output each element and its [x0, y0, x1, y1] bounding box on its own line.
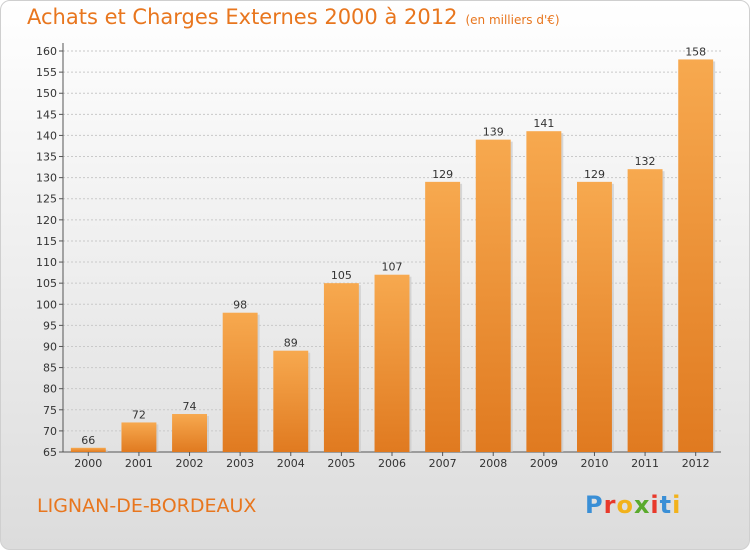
- x-tick-label: 2007: [429, 457, 457, 470]
- bar: [475, 139, 511, 453]
- logo-letter: i: [650, 491, 660, 519]
- logo-letter: x: [633, 491, 651, 519]
- bar: [222, 312, 258, 452]
- y-tick-label: 80: [43, 383, 57, 396]
- data-label: 107: [382, 261, 403, 274]
- data-label: 98: [233, 299, 247, 312]
- data-label: 141: [533, 117, 554, 130]
- x-tick-label: 2002: [176, 457, 204, 470]
- y-tick-label: 90: [43, 340, 57, 353]
- y-tick-label: 70: [43, 425, 57, 438]
- data-label: 158: [685, 45, 706, 58]
- x-tick-label: 2001: [125, 457, 153, 470]
- y-tick-label: 135: [36, 151, 57, 164]
- bar: [121, 422, 157, 452]
- bar: [526, 131, 562, 452]
- y-tick-label: 150: [36, 87, 57, 100]
- y-tick-label: 100: [36, 298, 57, 311]
- y-tick-label: 140: [36, 129, 57, 142]
- y-tick-label: 155: [36, 66, 57, 79]
- x-tick-label: 2005: [327, 457, 355, 470]
- logo-letter: t: [659, 491, 673, 519]
- bar: [273, 350, 309, 452]
- chart-title-text: Achats et Charges Externes 2000 à 2012: [27, 5, 458, 29]
- bar: [374, 274, 410, 452]
- y-tick-label: 65: [43, 446, 57, 459]
- x-tick-label: 2009: [530, 457, 558, 470]
- proxiti-logo: Proxiti: [585, 491, 681, 519]
- logo-letter: P: [585, 491, 604, 519]
- y-tick-label: 95: [43, 319, 57, 332]
- bar: [70, 447, 106, 452]
- y-tick-label: 120: [36, 214, 57, 227]
- data-label: 74: [183, 400, 197, 413]
- chart-title: Achats et Charges Externes 2000 à 2012 (e…: [27, 5, 560, 29]
- data-label: 105: [331, 269, 352, 282]
- chart-subtitle: (en milliers d'€): [465, 13, 560, 27]
- data-label: 66: [81, 434, 95, 447]
- x-tick-label: 2008: [479, 457, 507, 470]
- x-tick-label: 2010: [580, 457, 608, 470]
- bars: [70, 59, 716, 453]
- x-tick-label: 2006: [378, 457, 406, 470]
- data-label: 139: [483, 126, 504, 139]
- y-tick-label: 160: [36, 45, 57, 58]
- logo-letter: i: [672, 491, 682, 519]
- y-tick-label: 115: [36, 235, 57, 248]
- data-label: 132: [635, 155, 656, 168]
- labels: 65 70 75 80 85 90 95 100 105 110 115 120 125 130 135 14…: [36, 45, 710, 470]
- y-tick-label: 110: [36, 256, 57, 269]
- x-tick-label: 2003: [226, 457, 254, 470]
- x-tick-label: 2000: [74, 457, 102, 470]
- bar: [425, 181, 461, 452]
- data-label: 89: [284, 337, 298, 350]
- data-label: 72: [132, 408, 146, 421]
- y-tick-label: 130: [36, 172, 57, 185]
- x-tick-label: 2011: [631, 457, 659, 470]
- y-tick-label: 85: [43, 362, 57, 375]
- logo-letter: o: [616, 491, 634, 519]
- x-tick-label: 2004: [277, 457, 305, 470]
- data-label: 129: [584, 168, 605, 181]
- commune-name: LIGNAN-DE-BORDEAUX: [37, 495, 257, 517]
- y-tick-label: 105: [36, 277, 57, 290]
- bar: [576, 181, 612, 452]
- bar: [627, 169, 663, 453]
- y-tick-label: 75: [43, 404, 57, 417]
- bar: [172, 414, 208, 452]
- y-tick-label: 145: [36, 108, 57, 121]
- bar: [323, 283, 359, 452]
- y-tick-label: 125: [36, 193, 57, 206]
- x-tick-label: 2012: [682, 457, 710, 470]
- bar: [678, 59, 714, 452]
- logo-letter: r: [603, 491, 617, 519]
- data-label: 129: [432, 168, 453, 181]
